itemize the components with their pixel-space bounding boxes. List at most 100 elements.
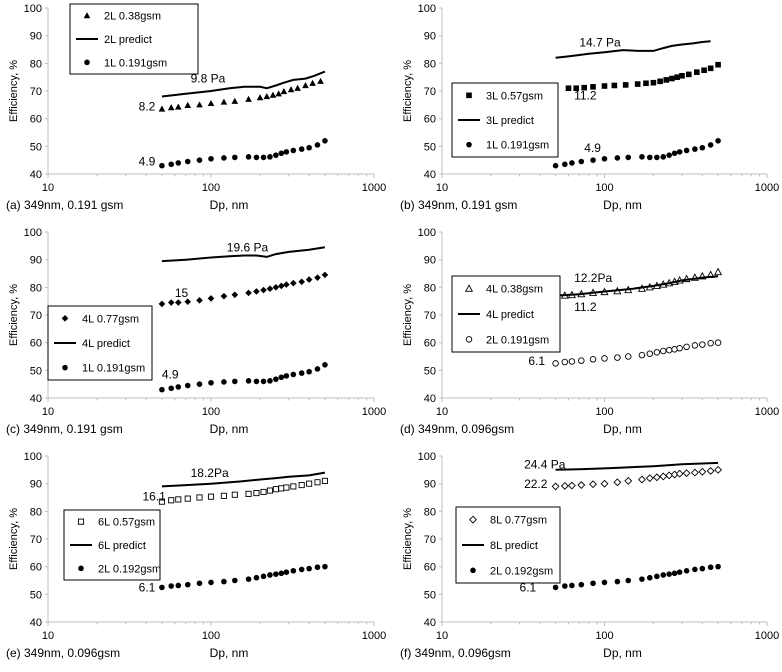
data-point [573,85,580,92]
data-point [601,155,608,162]
data-point [305,276,313,283]
data-point [314,366,321,372]
data-point [196,580,203,587]
panel-caption: (e) 349nm, 0.096gsm [6,646,120,660]
data-point [565,85,572,92]
chart-panel-d: 40 50 60 70 80 90 100 10 100 1000 Efficiency, % Dp,… [400,227,779,436]
y-tick-label: 100 [24,451,42,463]
data-point [560,481,569,490]
data-point [208,379,214,386]
data-point [561,358,569,366]
data-point [168,385,175,392]
data-point [272,284,280,291]
data-point [660,572,667,578]
y-tick-label: 50 [424,141,436,153]
y-axis-title: Efficiency, % [8,60,20,122]
data-point [158,498,165,505]
y-tick-label: 90 [30,31,42,43]
x-tick-label: 1000 [755,406,779,418]
data-point [683,568,690,574]
data-point [273,152,279,158]
panel-caption: (a) 349nm, 0.191 gsm [6,198,123,212]
x-tick-label: 10 [42,406,54,418]
legend-marker-swatch [61,315,69,322]
data-point [158,300,166,308]
data-point [683,343,690,351]
data-point [562,161,568,168]
legend-marker-swatch [62,364,68,371]
legend: 8L 0.77gsm 8L predict 2L 0.192gsm [455,506,561,584]
data-point [569,582,575,589]
data-point [653,349,661,356]
data-point [601,579,608,586]
data-point [714,339,722,346]
chart-panel-c: 40 50 60 70 80 90 100 10 100 1000 Efficiency, % Dp,… [6,227,386,436]
data-point [568,358,576,365]
data-point [266,487,274,494]
data-point [267,378,273,384]
annotation-label: 4.9 [139,155,156,169]
chart-panel-f: 40 50 60 70 80 90 100 10 100 1000 Efficiency, % Dp,… [400,451,779,660]
y-tick-label: 90 [30,255,42,267]
data-point [699,144,706,151]
y-tick-label: 80 [424,282,436,294]
data-point [690,468,699,477]
data-point [184,158,191,165]
data-point [220,98,228,105]
data-point [646,350,654,357]
legend-entry: 1L 0.191gsm [486,140,549,152]
data-point [614,578,621,585]
y-tick-label: 100 [418,451,436,463]
data-point [290,279,297,287]
y-tick-label: 40 [424,393,436,405]
data-point [634,81,641,87]
data-point [657,78,663,85]
data-point [184,382,191,389]
y-tick-label: 40 [424,169,436,181]
data-point [625,154,632,161]
data-point [669,75,675,82]
data-point [676,569,683,575]
legend-marker-swatch [84,59,90,66]
data-point [253,490,260,497]
data-point [278,150,285,157]
annotation-label: 24.4 Pa [524,457,566,471]
data-point [578,357,585,364]
data-point [283,149,290,155]
data-point [260,154,267,161]
legend-entry: 4L 0.38gsm [486,284,543,296]
data-point [232,577,238,584]
data-point [650,79,657,86]
legend-entry: 6L predict [98,540,146,552]
data-point [562,583,568,589]
y-tick-label: 100 [418,227,436,239]
data-point [699,565,706,572]
legend-entry: 4L predict [486,309,534,321]
annotation-label: 6.1 [528,354,545,368]
data-point [652,473,661,482]
data-point [253,288,260,295]
data-point [158,105,166,112]
data-point [624,353,632,360]
data-point [298,146,305,152]
data-point [232,378,238,385]
annotation-label: 18.2Pa [191,466,229,480]
data-point [196,297,203,304]
data-point [260,286,267,294]
data-point [701,67,707,74]
data-point [208,155,214,162]
legend: 2L 0.38gsm 2L predict 1L 0.191gsm [69,3,199,75]
data-point [321,477,328,484]
legend: 4L 0.77gsm 4L predict 1L 0.191gsm [47,305,153,381]
annotation-label: 11.2 [574,88,597,102]
x-tick-label: 10 [436,182,448,194]
annotation-label: 16.1 [143,489,167,503]
data-point [691,342,699,349]
y-axis-title: Efficiency, % [402,508,414,570]
y-axis-title: Efficiency, % [402,284,414,346]
data-point [184,581,191,588]
data-point [302,81,309,89]
data-point [256,94,264,101]
data-point [646,154,653,161]
data-point [278,485,285,492]
